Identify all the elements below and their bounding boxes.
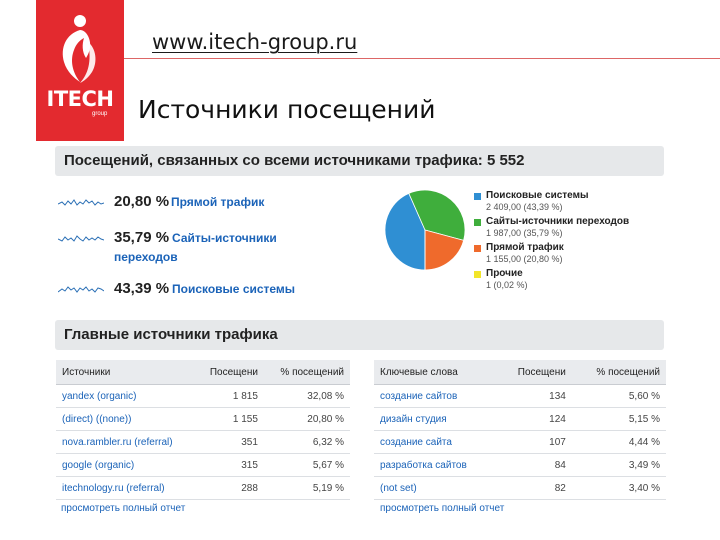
table-row: google (organic) 315 5,67 % xyxy=(56,453,350,477)
column-header[interactable]: % посещений xyxy=(263,360,350,385)
percent-cell: 20,80 % xyxy=(263,407,350,431)
site-url-link[interactable]: www.itech-group.ru xyxy=(152,30,358,54)
column-header[interactable]: Посещени xyxy=(497,360,572,385)
source-link[interactable]: Поисковые системы xyxy=(172,282,296,296)
percent-cell: 32,08 % xyxy=(263,384,350,408)
pie-slice xyxy=(408,189,466,241)
logo-subtext: group xyxy=(92,111,108,117)
percent-cell: 4,44 % xyxy=(571,430,666,454)
legend-item: Сайты-источники переходов 1 987,00 (35,7… xyxy=(474,216,674,239)
legend-name: Прямой трафик xyxy=(486,242,564,253)
visits-cell: 288 xyxy=(195,476,264,500)
percent-cell: 5,15 % xyxy=(571,407,666,431)
source-link[interactable]: yandex (organic) xyxy=(56,384,196,408)
legend-name: Сайты-источники переходов xyxy=(486,216,630,227)
legend-swatch xyxy=(474,219,481,226)
table-row: (not set) 82 3,40 % xyxy=(374,476,666,500)
source-link[interactable]: Сайты-источники xyxy=(172,231,277,245)
table-row: nova.rambler.ru (referral) 351 6,32 % xyxy=(56,430,350,454)
overview-header: Посещений, связанных со всеми источникам… xyxy=(55,146,664,176)
table-row: itechnology.ru (referral) 288 5,19 % xyxy=(56,476,350,500)
table-row: создание сайтов 134 5,60 % xyxy=(374,384,666,408)
keyword-link[interactable]: создание сайта xyxy=(374,430,498,454)
legend-name: Прочие xyxy=(486,268,523,279)
pie-legend: Поисковые системы 2 409,00 (43,39 %) Сай… xyxy=(474,190,674,294)
source-percent: 43,39 % xyxy=(114,280,170,297)
traffic-pie-chart xyxy=(384,189,466,271)
source-link[interactable]: itechnology.ru (referral) xyxy=(56,476,196,500)
keyword-link[interactable]: создание сайтов xyxy=(374,384,498,408)
pie-slice xyxy=(424,229,465,271)
overview-heading: Посещений, связанных со всеми источникам… xyxy=(64,152,525,169)
table-row: (direct) ((none)) 1 155 20,80 % xyxy=(56,407,350,431)
source-percent: 20,80 % xyxy=(114,193,170,210)
main-sources-heading: Главные источники трафика xyxy=(64,326,278,343)
column-header[interactable]: Ключевые слова xyxy=(374,360,498,385)
percent-cell: 5,19 % xyxy=(263,476,350,500)
legend-item: Прочие 1 (0,02 %) xyxy=(474,268,674,291)
source-link[interactable]: nova.rambler.ru (referral) xyxy=(56,430,196,454)
visits-cell: 84 xyxy=(497,453,572,477)
brand-logo: ITECH group xyxy=(36,0,124,141)
source-link[interactable]: Прямой трафик xyxy=(171,195,265,209)
visits-cell: 1 155 xyxy=(195,407,264,431)
percent-cell: 5,60 % xyxy=(571,384,666,408)
source-link[interactable]: (direct) ((none)) xyxy=(56,407,196,431)
table-row: создание сайта 107 4,44 % xyxy=(374,430,666,454)
visits-cell: 351 xyxy=(195,430,264,454)
visits-cell: 124 xyxy=(497,407,572,431)
table-row: дизайн студия 124 5,15 % xyxy=(374,407,666,431)
legend-value: 1 155,00 (20,80 %) xyxy=(486,254,563,264)
legend-value: 2 409,00 (43,39 %) xyxy=(486,202,563,212)
column-header[interactable]: Посещени xyxy=(195,360,264,385)
logo-text: ITECH xyxy=(46,87,114,111)
visits-cell: 107 xyxy=(497,430,572,454)
logo-figure-icon xyxy=(62,15,96,83)
keyword-link[interactable]: дизайн студия xyxy=(374,407,498,431)
legend-item: Прямой трафик 1 155,00 (20,80 %) xyxy=(474,242,674,265)
visits-cell: 134 xyxy=(497,384,572,408)
legend-swatch xyxy=(474,193,481,200)
header-divider xyxy=(124,58,720,59)
percent-cell: 3,49 % xyxy=(571,453,666,477)
legend-value: 1 987,00 (35,79 %) xyxy=(486,228,563,238)
source-link[interactable]: google (organic) xyxy=(56,453,196,477)
legend-swatch xyxy=(474,245,481,252)
column-header[interactable]: % посещений xyxy=(571,360,666,385)
percent-cell: 6,32 % xyxy=(263,430,350,454)
main-sources-header: Главные источники трафика xyxy=(55,320,664,350)
sparkline-icon xyxy=(58,286,104,293)
table-row: yandex (organic) 1 815 32,08 % xyxy=(56,384,350,408)
visits-cell: 1 815 xyxy=(195,384,264,408)
sparkline-icon xyxy=(58,235,104,242)
visits-cell: 82 xyxy=(497,476,572,500)
table-row: разработка сайтов 84 3,49 % xyxy=(374,453,666,477)
legend-value: 1 (0,02 %) xyxy=(486,280,528,290)
full-report-link[interactable]: просмотреть полный отчет xyxy=(380,503,505,514)
sparkline-icon xyxy=(58,199,104,206)
visits-cell: 315 xyxy=(195,453,264,477)
source-link-continued[interactable]: переходов xyxy=(114,250,178,264)
full-report-link[interactable]: просмотреть полный отчет xyxy=(61,503,186,514)
keywords-table: Ключевые слова Посещени % посещений созд… xyxy=(374,360,666,500)
keyword-link[interactable]: разработка сайтов xyxy=(374,453,498,477)
percent-cell: 5,67 % xyxy=(263,453,350,477)
column-header[interactable]: Источники xyxy=(56,360,196,385)
percent-cell: 3,40 % xyxy=(571,476,666,500)
keyword-link[interactable]: (not set) xyxy=(374,476,498,500)
pie-slice xyxy=(384,192,426,271)
legend-name: Поисковые системы xyxy=(486,190,589,201)
legend-item: Поисковые системы 2 409,00 (43,39 %) xyxy=(474,190,674,213)
source-percent: 35,79 % xyxy=(114,229,170,246)
legend-swatch xyxy=(474,271,481,278)
page-title: Источники посещений xyxy=(138,95,436,124)
sources-table: Источники Посещени % посещений yandex (o… xyxy=(56,360,350,500)
